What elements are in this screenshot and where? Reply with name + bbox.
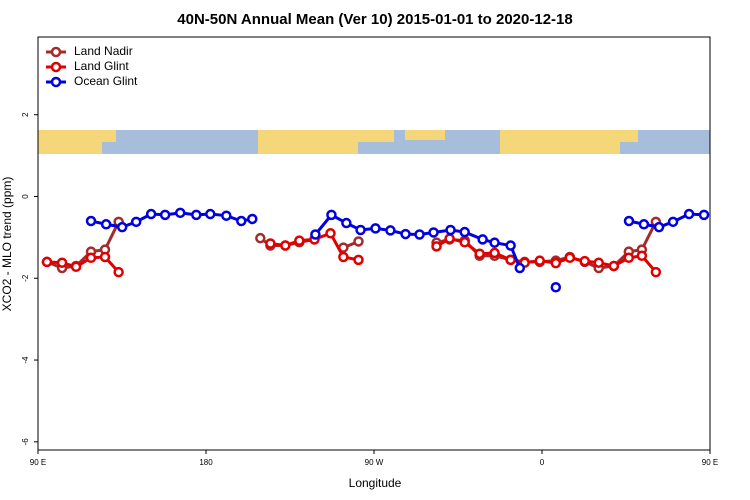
data-point xyxy=(459,226,470,238)
legend-marker xyxy=(50,76,62,88)
data-point xyxy=(489,237,500,248)
data-point xyxy=(474,248,485,259)
data-point xyxy=(280,240,291,251)
legend-marker xyxy=(50,46,62,58)
legend-label: Ocean Glint xyxy=(74,74,138,88)
data-point xyxy=(431,241,442,252)
data-point xyxy=(698,209,710,221)
x-tick-label: 0 xyxy=(540,458,545,467)
data-point xyxy=(221,210,232,221)
data-point xyxy=(70,261,82,273)
data-point xyxy=(667,216,679,228)
x-tick-label: 90 W xyxy=(365,458,384,467)
data-point xyxy=(593,257,604,268)
data-point xyxy=(341,217,352,229)
y-tick-label: -6 xyxy=(21,438,30,446)
data-point xyxy=(116,221,128,233)
data-point xyxy=(265,238,276,249)
data-point xyxy=(99,251,111,263)
data-point xyxy=(650,266,662,278)
data-point xyxy=(310,229,321,240)
data-point xyxy=(623,215,635,227)
data-point xyxy=(385,225,396,236)
data-point xyxy=(56,257,68,268)
data-point xyxy=(445,224,456,236)
data-point xyxy=(683,208,695,220)
data-point xyxy=(505,254,516,266)
data-point xyxy=(174,207,186,219)
y-tick-label: 0 xyxy=(21,194,30,199)
data-point xyxy=(414,229,425,240)
x-tick-label: 90 E xyxy=(702,458,718,467)
data-point xyxy=(608,260,620,272)
chart-title: 40N-50N Annual Mean (Ver 10) 2015-01-01 … xyxy=(177,11,572,28)
data-point xyxy=(130,216,142,228)
data-point xyxy=(355,224,366,236)
y-tick-label: 2 xyxy=(21,112,30,117)
data-point xyxy=(85,252,97,264)
data-point xyxy=(41,256,53,268)
data-point xyxy=(191,209,202,221)
data-point xyxy=(353,236,364,247)
data-point xyxy=(534,255,546,266)
data-point xyxy=(338,251,349,263)
y-tick-label: -4 xyxy=(21,356,30,364)
legend-label: Land Glint xyxy=(74,59,129,73)
data-point xyxy=(489,247,500,259)
plot-frame xyxy=(37,36,711,451)
data-point xyxy=(145,208,157,220)
data-point xyxy=(653,221,665,233)
data-point xyxy=(623,252,635,264)
x-tick-label: 90 E xyxy=(30,458,46,467)
data-point xyxy=(325,228,336,239)
data-point xyxy=(113,266,124,278)
y-axis-label: XCO2 - MLO trend (ppm) xyxy=(0,177,14,312)
data-point xyxy=(205,208,216,220)
data-point xyxy=(400,228,411,240)
data-point xyxy=(636,250,648,262)
map-strip xyxy=(38,130,710,154)
data-point xyxy=(550,282,562,293)
data-point xyxy=(638,219,650,230)
data-point xyxy=(100,219,112,230)
x-tick-label: 180 xyxy=(199,458,213,467)
legend-label: Land Nadir xyxy=(74,44,133,58)
data-point xyxy=(85,215,97,227)
series-line xyxy=(435,236,658,274)
legend-marker xyxy=(50,61,62,73)
y-tick-label: -2 xyxy=(21,274,30,282)
data-point xyxy=(579,255,590,267)
data-point xyxy=(353,254,364,266)
data-point xyxy=(370,223,381,234)
data-point xyxy=(247,213,258,225)
x-axis-label: Longitude xyxy=(349,476,402,490)
data-point xyxy=(550,257,562,269)
data-point xyxy=(428,227,439,238)
data-point xyxy=(326,209,337,221)
data-point xyxy=(505,240,516,251)
data-point xyxy=(444,233,455,244)
data-point xyxy=(294,235,305,246)
data-point xyxy=(477,234,488,245)
data-point xyxy=(514,262,526,274)
data-point xyxy=(159,209,171,221)
data-point xyxy=(255,232,266,244)
data-point xyxy=(564,252,576,264)
data-point xyxy=(236,215,247,227)
data-point xyxy=(459,237,470,248)
